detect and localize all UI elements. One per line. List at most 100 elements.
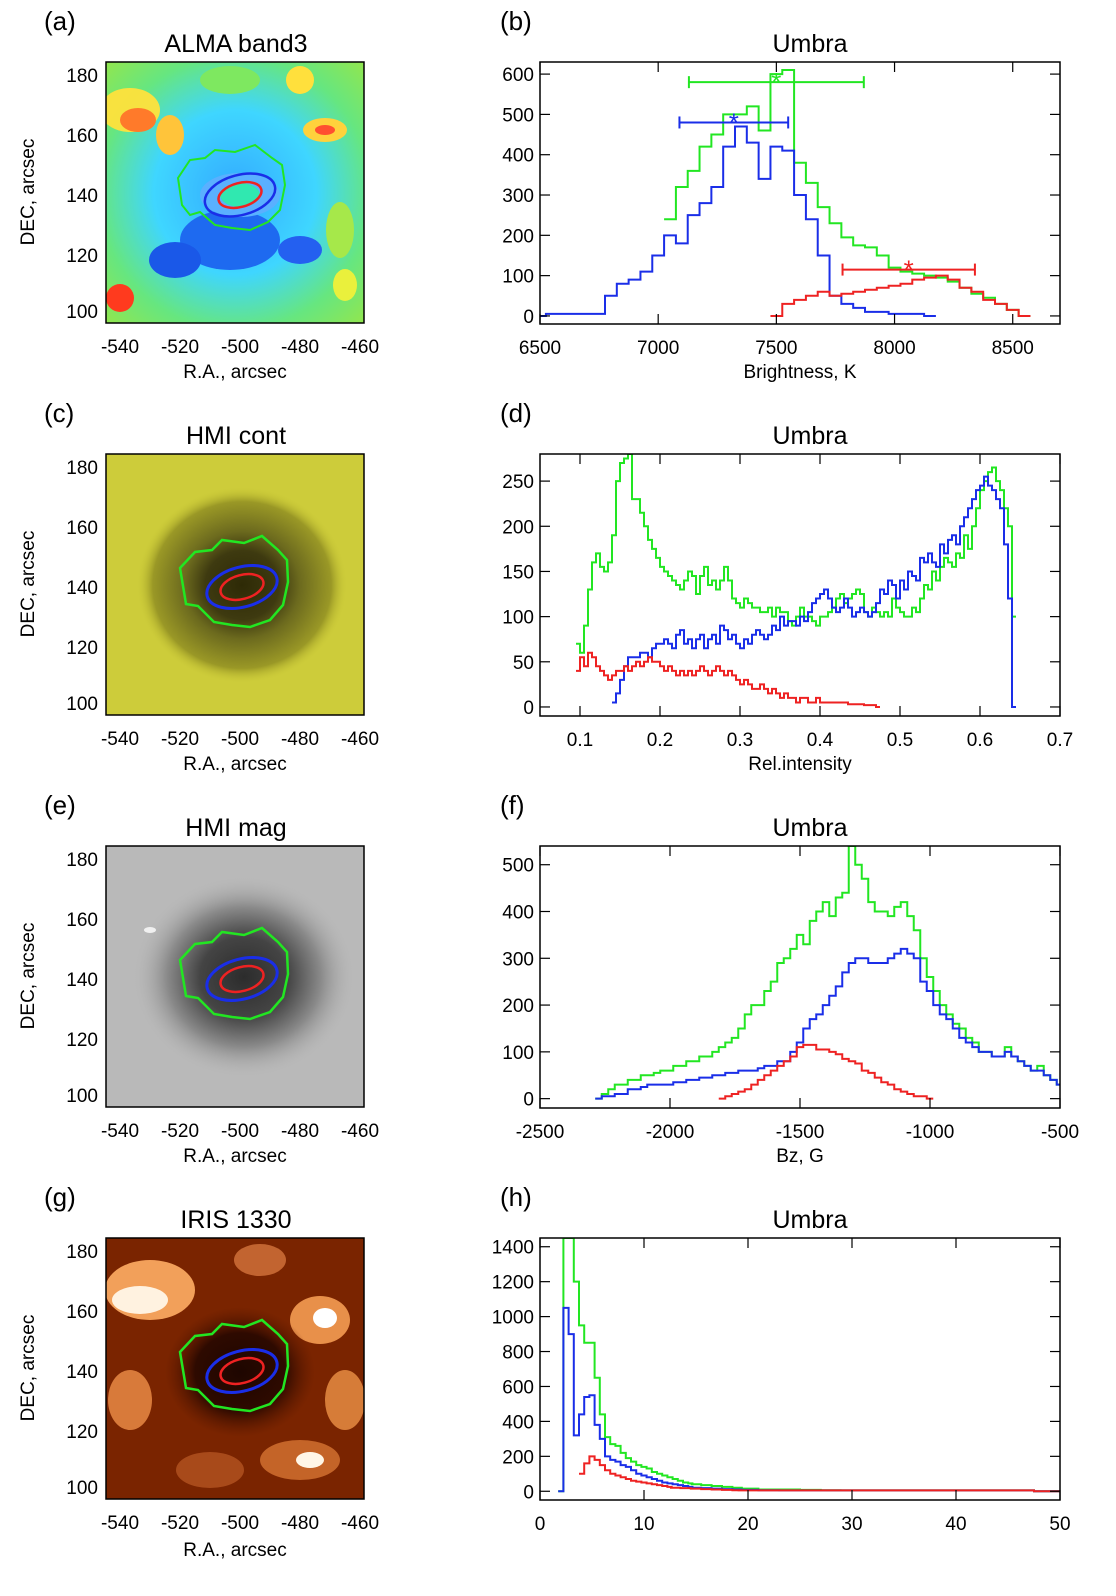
x-tick-label: -520 [161,337,199,358]
panel-a-title: ALMA band3 [164,30,307,58]
series-line-green [664,69,1031,317]
x-tick-label: -540 [101,1513,139,1534]
x-tick-label: 50 [1049,1514,1070,1535]
x-axis-label: Brightness, K [744,362,857,383]
x-tick-label: -460 [341,1121,379,1142]
y-tick-label: 1000 [492,1308,534,1329]
panel-c-frame [105,453,365,716]
x-tick-label: -500 [221,1121,259,1142]
y-tick-label: 1400 [492,1238,534,1259]
series-line-red [576,651,880,708]
panel-e-ticks: -540 -520 -500 -480 -460 180 160 140 120… [66,850,379,1142]
panel-a-ylabel: DEC, arcsec [18,139,39,246]
y-tick-label: 120 [66,638,98,659]
panel-c-ticks: -540 -520 -500 -480 -460 180 160 140 120… [66,458,379,750]
x-tick-label: 0.3 [727,730,753,751]
y-tick-label: 140 [66,1362,98,1383]
plot-frame [539,453,1061,717]
y-tick-label: 400 [502,146,534,167]
series-line-green [576,454,1016,654]
x-tick-label: 7000 [637,338,679,359]
panel-e-label: (e) [44,790,76,820]
x-tick-label: -460 [341,729,379,750]
panel-d-label: (d) [500,398,532,428]
hmi-cont-image [106,454,364,715]
y-tick-label: 1200 [492,1273,534,1294]
chart-title: Umbra [772,30,847,58]
panel-g-ticks: -540 -520 -500 -480 -460 180 160 140 120… [66,1242,379,1534]
panel-c-xlabel: R.A., arcsec [183,754,286,775]
plot-frame [539,61,1061,325]
x-tick-label: 20 [737,1514,758,1535]
y-tick-label: 100 [66,1478,98,1499]
histogram-panels: (b)Umbra***6500 7000 7500 8000 8500010020030… [492,6,1079,1535]
series-group [558,1238,1060,1493]
x-tick-label: -2500 [516,1122,565,1143]
x-tick-label: -2000 [646,1122,695,1143]
panel-c: (c) HMI cont -540 -520 -500 -480 -460 18… [18,398,379,775]
y-tick-label: 100 [66,1086,98,1107]
hmi-mag-image [106,846,364,1107]
y-tick-label: 120 [66,246,98,267]
x-tick-label: -480 [281,1513,319,1534]
panel-e-title: HMI mag [185,814,286,842]
y-tick-label: 800 [502,1343,534,1364]
y-tick-label: 120 [66,1030,98,1051]
y-tick-label: 100 [502,267,534,288]
panel-a-label: (a) [44,6,76,36]
panel-b-label: (b) [500,6,532,36]
series-line-blue [595,947,1060,1100]
y-tick-label: 300 [502,949,534,970]
x-tick-label: -500 [221,1513,259,1534]
y-tick-label: 150 [502,562,534,583]
panel-c-title: HMI cont [186,422,286,450]
x-tick-label: 40 [945,1514,966,1535]
y-tick-label: 100 [66,694,98,715]
y-tick-label: 180 [66,1242,98,1263]
histogram-panel-d: (d) Umbra 0.1 0.2 0.3 0.4 0.5 0.6 0.7 0 50 100 150 20… [500,398,1073,775]
panel-a-xlabel: R.A., arcsec [183,362,286,383]
x-tick-label: 0.7 [1047,730,1073,751]
x-tick-label: 30 [841,1514,862,1535]
x-tick-label: 0.4 [807,730,834,751]
panel-e: (e) HMI mag -540 -520 -500 -480 -460 180… [18,790,379,1167]
panel-c-ylabel: DEC, arcsec [18,531,39,638]
series-line-blue [540,125,936,317]
panel-e-frame [105,845,365,1108]
panel-g: (g) IRIS 1330 -540 -520 -500 -480 -460 [18,1182,379,1561]
x-tick-label: -480 [281,337,319,358]
x-tick-label: 6500 [519,338,561,359]
x-tick-label: 10 [633,1514,654,1535]
x-tick-label: -520 [161,1121,199,1142]
x-tick-label: 0.5 [887,730,913,751]
series-group [540,69,1031,317]
y-tick-label: 0 [523,1090,534,1111]
x-tick-label: -480 [281,729,319,750]
y-tick-label: 250 [502,472,534,493]
panel-g-xlabel: R.A., arcsec [183,1540,286,1561]
x-tick-label: -540 [101,1121,139,1142]
y-tick-label: 180 [66,458,98,479]
y-tick-label: 200 [502,226,534,247]
y-tick-label: 200 [502,517,534,538]
panel-a: (a) ALMA band3 -540 -520 [18,6,379,383]
x-tick-label: 0.1 [567,730,593,751]
y-tick-label: 180 [66,66,98,87]
x-tick-label: -500 [221,729,259,750]
panel-g-ylabel: DEC, arcsec [18,1315,39,1422]
series-line-red [770,274,1031,317]
x-tick-label: 8500 [992,338,1034,359]
y-tick-label: 0 [523,1482,534,1503]
panel-c-label: (c) [44,398,74,428]
x-tick-label: 7500 [755,338,797,359]
iris-image [106,1238,364,1499]
series-group [576,454,1016,708]
y-tick-label: 160 [66,518,98,539]
y-tick-label: 140 [66,186,98,207]
panel-h-label: (h) [500,1182,532,1212]
panel-e-xlabel: R.A., arcsec [183,1146,286,1167]
x-tick-label: 8000 [873,338,915,359]
series-line-red [579,1455,1060,1493]
y-tick-label: 300 [502,186,534,207]
errorbar-marker-green: * [687,67,865,97]
